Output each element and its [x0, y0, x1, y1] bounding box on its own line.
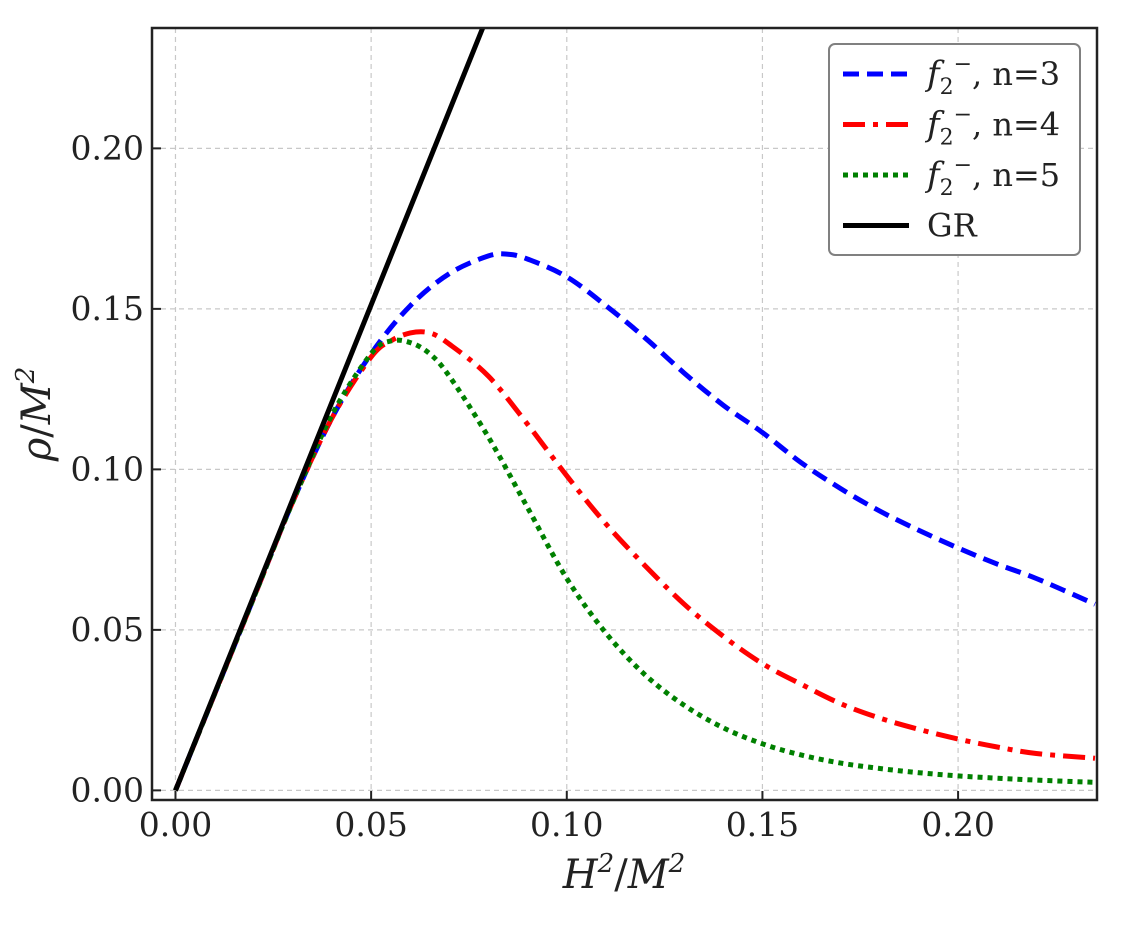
series-line-4 — [173, 28, 486, 792]
x-tick-label: 0.00 — [139, 805, 212, 844]
y-tick-label: 0.20 — [71, 128, 144, 167]
y-tick-label: 0.00 — [71, 770, 144, 809]
x-tick-label: 0.05 — [334, 805, 407, 844]
y-tick-label: 0.15 — [71, 289, 144, 328]
y-axis-label: ρ/M2 — [11, 367, 60, 463]
series-layer — [173, 28, 1097, 792]
y-tick-label: 0.05 — [71, 610, 144, 649]
ticks: 0.00 0.05 0.10 0.15 0.20 0.00 0.05 0.10 0.15 0.20 — [71, 128, 995, 844]
x-axis-label: H2/M2 — [562, 849, 685, 898]
x-tick-label: 0.15 — [726, 805, 799, 844]
series-line-1 — [173, 251, 1097, 792]
legend-box — [828, 43, 1081, 256]
y-tick-label: 0.10 — [71, 449, 144, 488]
x-tick-label: 0.20 — [921, 805, 994, 844]
legend-label: GR — [927, 207, 978, 245]
legend: f2−, n=3f2−, n=4f2−, n=5GR — [828, 43, 1081, 256]
plot-frame — [150, 26, 1099, 802]
x-tick-label: 0.10 — [530, 805, 603, 844]
